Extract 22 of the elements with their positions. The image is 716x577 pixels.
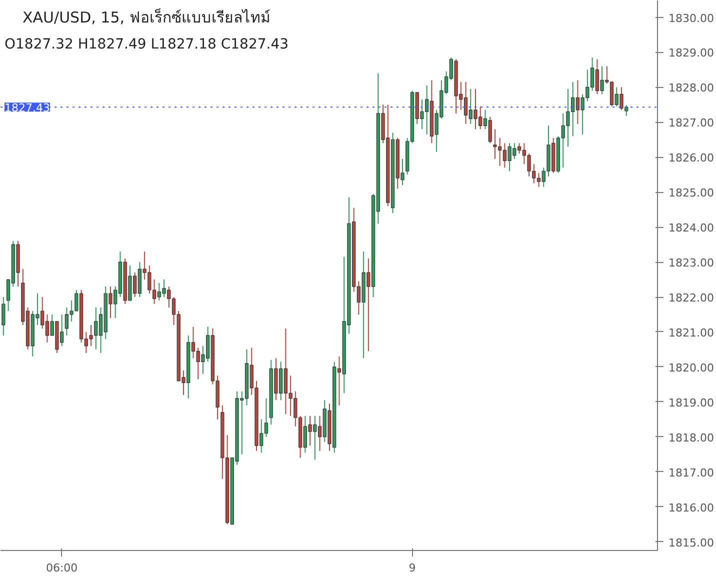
y-tick-label: 1830.00 bbox=[668, 12, 714, 25]
y-tick-label: 1829.00 bbox=[668, 46, 714, 60]
y-tick-label: 1818.00 bbox=[668, 431, 714, 444]
text: XAU/USD, 15, ฟอเร็กซ์แบบเรียลไทม์ bbox=[22, 8, 270, 26]
y-tick-label: 1822.00 bbox=[668, 292, 714, 305]
y-tick-label: 1827.00 bbox=[668, 116, 714, 130]
y-tick-label: 1826.00 bbox=[668, 152, 714, 165]
y-tick-label: 1816.00 bbox=[668, 501, 714, 514]
y-tick-label: 1824.00 bbox=[668, 222, 714, 235]
x-tick-label: 06:00 bbox=[46, 562, 78, 574]
y-tick-label: 1817.00 bbox=[668, 466, 714, 480]
annotation: O1827.32 H1827.49 L1827.18 C1827.43 bbox=[4, 36, 289, 52]
y-tick-label: 1815.00 bbox=[668, 536, 714, 550]
candlestick bbox=[2, 296, 6, 336]
ref-line-label: 1827.43 bbox=[4, 102, 50, 115]
y-tick-label: 1821.00 bbox=[668, 326, 714, 340]
x-tick-label: 9 bbox=[408, 562, 416, 574]
y-tick-label: 1828.00 bbox=[668, 82, 714, 95]
y-tick-label: 1823.00 bbox=[668, 256, 714, 270]
y-tick-label: 1820.00 bbox=[668, 361, 714, 374]
y-tick-label: 1819.00 bbox=[668, 396, 714, 410]
y-tick-label: 1825.00 bbox=[668, 186, 714, 200]
